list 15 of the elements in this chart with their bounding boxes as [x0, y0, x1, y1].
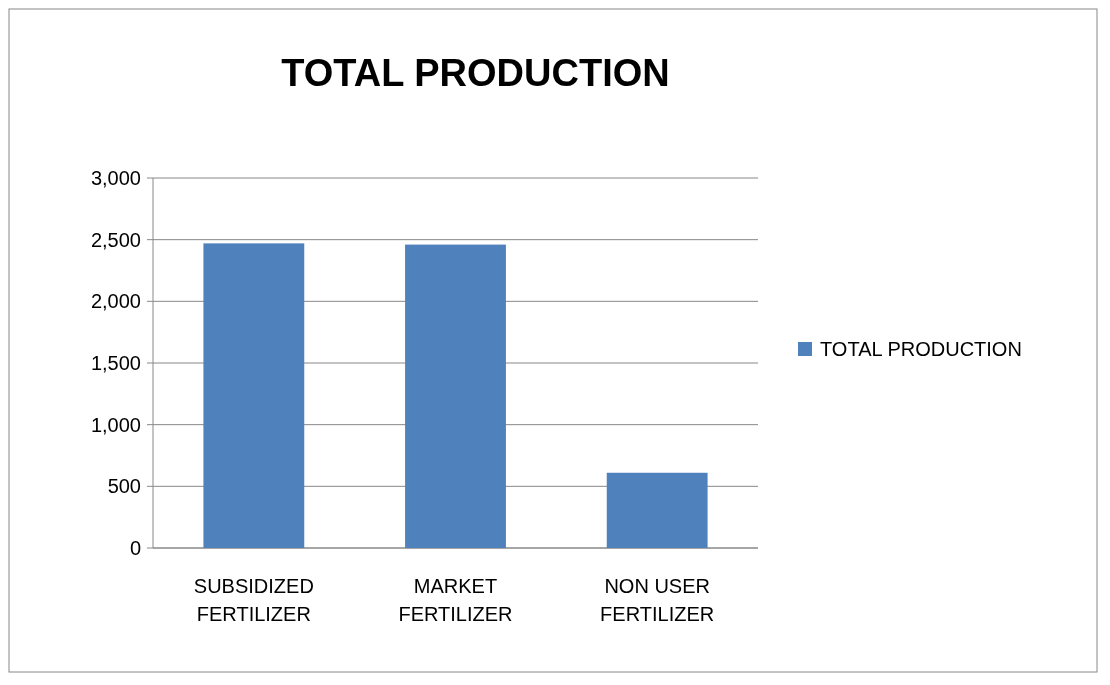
y-tick-label: 3,000 [90, 167, 141, 189]
y-tick-label: 500 [107, 475, 141, 498]
y-tick-label: 0 [129, 537, 141, 559]
bar [606, 472, 708, 548]
x-tick-label: MARKET FERTILIZER [398, 575, 513, 625]
y-tick-label: 2,500 [90, 228, 141, 251]
chart-title: TOTAL PRODUCTION [281, 52, 670, 94]
bar [405, 244, 506, 548]
y-tick-label: 2,000 [90, 290, 141, 313]
y-tick-label: 1,500 [90, 352, 141, 374]
x-tick-label: NON USER FERTILIZER [600, 575, 715, 625]
x-tick-label: SUBSIDIZED FERTILIZER [193, 575, 314, 625]
bar [203, 243, 305, 548]
legend-label: TOTAL PRODUCTION [820, 338, 1022, 360]
y-tick-label: 1,000 [90, 413, 141, 436]
